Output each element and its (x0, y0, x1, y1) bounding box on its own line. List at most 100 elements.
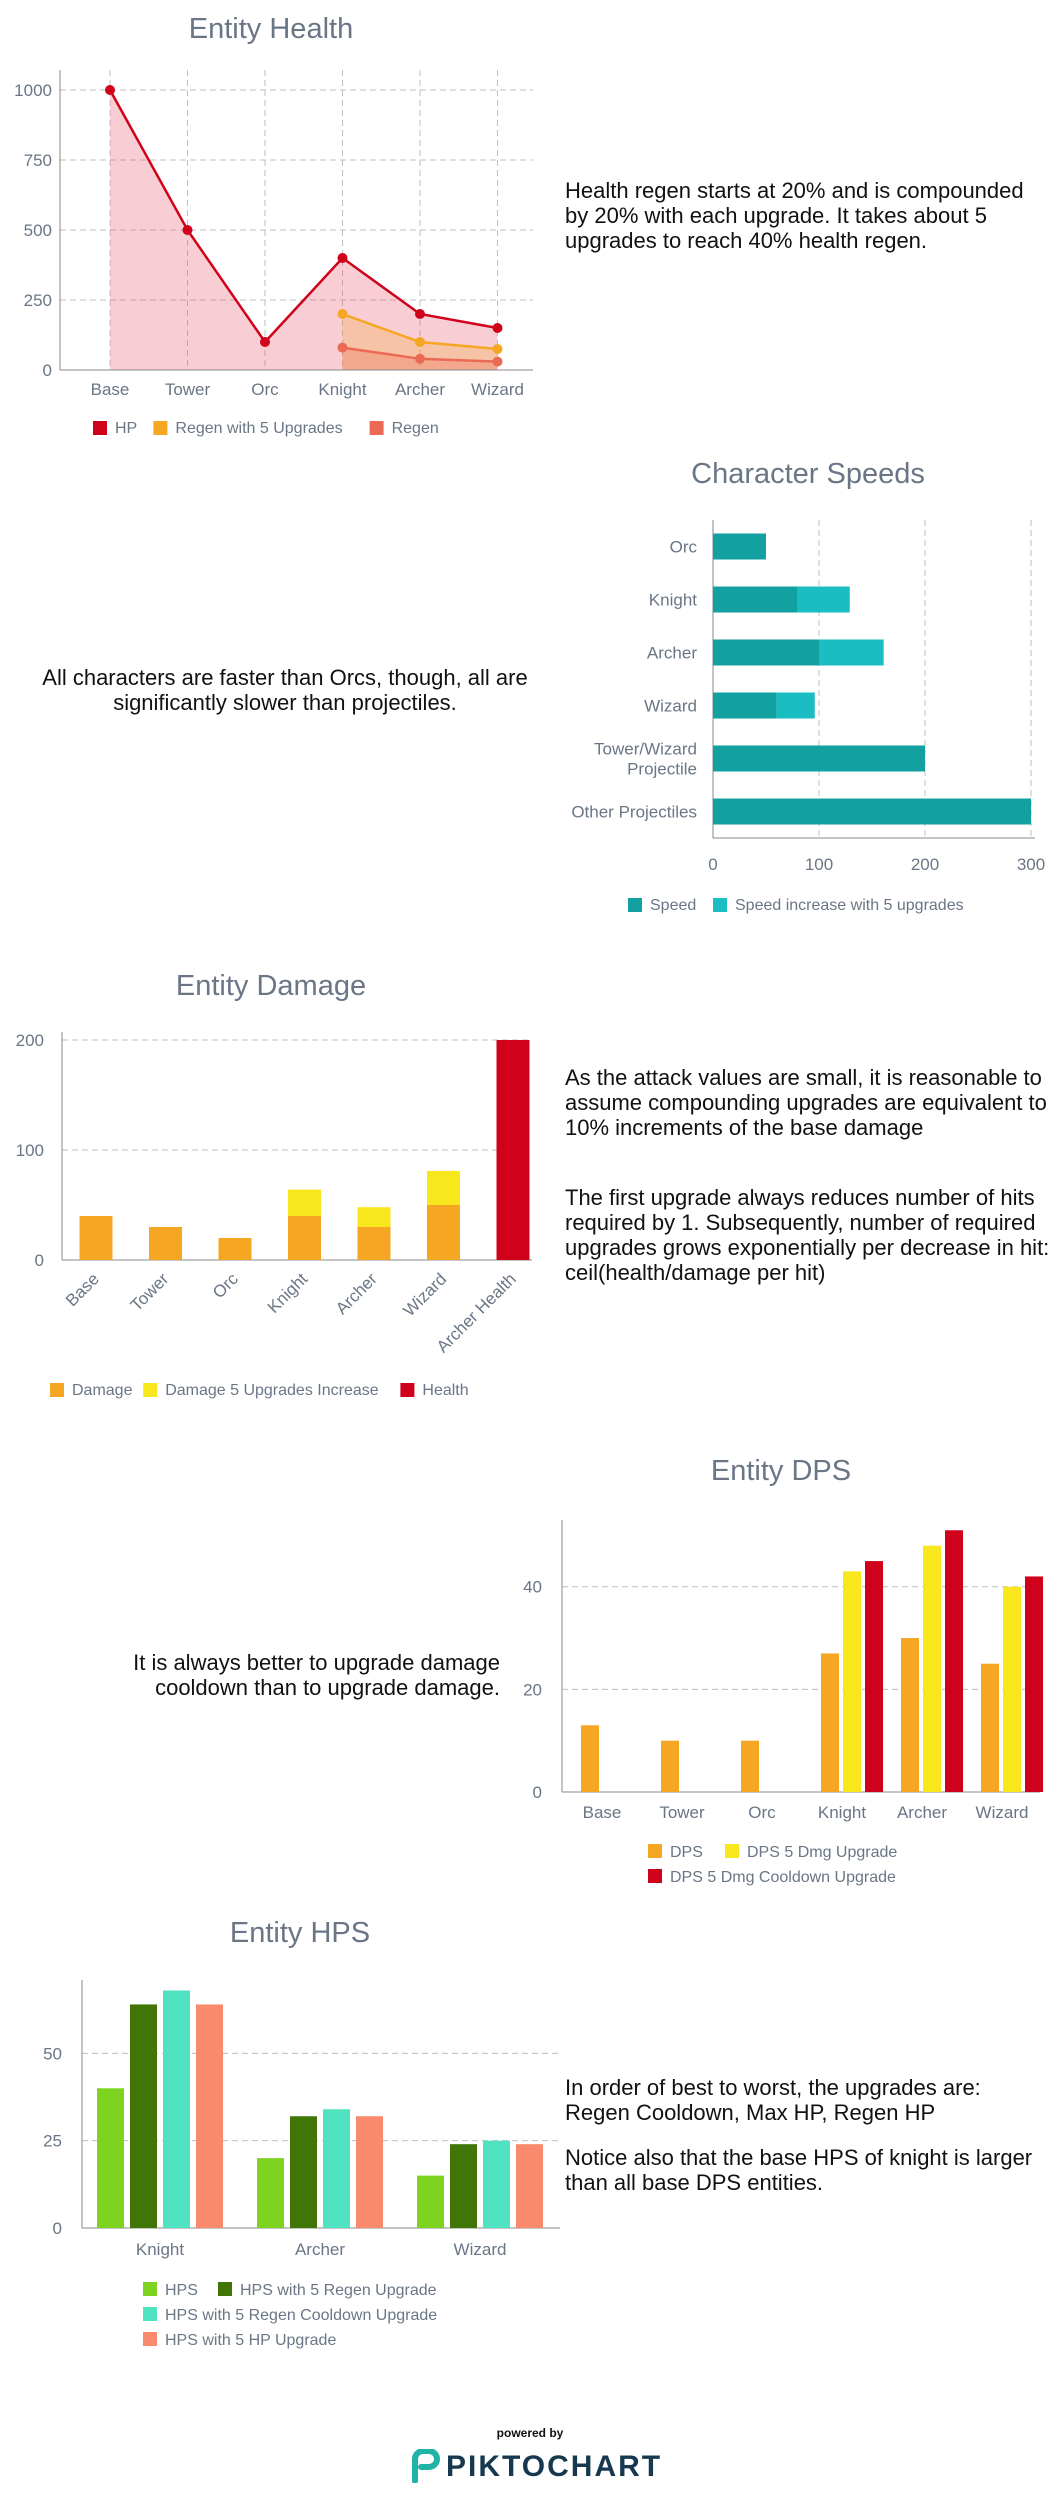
legend-swatch (400, 1383, 415, 1397)
x-tick-label: Knight (264, 1269, 312, 1317)
hps-bar (97, 2088, 124, 2228)
y-tick-label: 40 (523, 1578, 542, 1597)
damage-bar (288, 1189, 321, 1216)
y-tick-label: 0 (35, 1251, 44, 1270)
y-tick-label: 0 (533, 1783, 542, 1802)
data-point (260, 337, 270, 347)
x-tick-label: Orc (251, 380, 279, 399)
piktochart-logo-icon (411, 2448, 441, 2484)
hps-bar (356, 2116, 383, 2228)
x-tick-label: Wizard (471, 380, 524, 399)
speed-bar (797, 586, 850, 613)
x-tick-label: 100 (805, 855, 833, 874)
legend-swatch (143, 2332, 157, 2346)
damage-bar (288, 1216, 321, 1260)
x-tick-label: Tower (165, 380, 211, 399)
chart-title: Entity HPS (230, 1917, 370, 1949)
speed-bar (776, 692, 815, 719)
dps-bar (581, 1725, 599, 1792)
y-tick-label: 20 (523, 1680, 542, 1699)
damage-description-1: As the attack values are small, it is re… (565, 1065, 1047, 1140)
x-tick-label: Knight (818, 1803, 866, 1822)
y-tick-label: 750 (24, 151, 52, 170)
y-tick-label: Knight (649, 591, 697, 610)
legend-label: HPS with 5 Regen Cooldown Upgrade (165, 2307, 437, 2324)
damage-bar (427, 1205, 460, 1260)
data-point (492, 344, 503, 354)
hps-bar (290, 2116, 317, 2228)
y-tick-label: Orc (670, 538, 698, 557)
x-tick-label: Wizard (399, 1269, 450, 1320)
legend-label: HP (115, 420, 137, 437)
damage-bar (79, 1216, 113, 1260)
damage-bar (357, 1207, 391, 1227)
dps-bar (865, 1561, 883, 1792)
hps-bar (257, 2158, 284, 2228)
speed-bar (713, 586, 798, 613)
legend-swatch (143, 1383, 158, 1397)
speed-bar (819, 639, 884, 666)
x-tick-label: 300 (1017, 855, 1045, 874)
series-line (108, 89, 498, 344)
y-tick-label: 1000 (14, 81, 52, 100)
dps-bar (843, 1571, 861, 1792)
dps-bar (923, 1545, 941, 1792)
hps-bar (483, 2140, 510, 2228)
hps-description-1: In order of best to worst, the upgrades … (565, 2075, 981, 2125)
data-point (337, 342, 348, 353)
dps-bar (901, 1638, 919, 1792)
hps-bar (163, 1990, 190, 2228)
y-tick-label: 0 (53, 2219, 62, 2238)
damage-bar (427, 1170, 460, 1205)
damage-bar (357, 1227, 391, 1260)
dps-bar (981, 1663, 999, 1792)
legend-label: Health (422, 1382, 468, 1399)
dps-bar (821, 1653, 839, 1792)
speed-bar (713, 639, 819, 666)
hps-bar (417, 2175, 444, 2228)
hps-bar (196, 2004, 223, 2228)
data-point (337, 309, 348, 319)
legend-swatch (369, 421, 384, 435)
y-tick-label: 25 (43, 2132, 62, 2151)
data-point (182, 225, 193, 235)
legend-label: Regen (392, 420, 439, 437)
y-tick-label: 250 (24, 291, 52, 310)
legend-label: HPS with 5 HP Upgrade (165, 2332, 336, 2349)
data-point (492, 323, 503, 333)
chart-title: Entity DPS (711, 1455, 851, 1487)
x-tick-label: Orc (748, 1803, 776, 1822)
damage-description-2: The first upgrade always reduces number … (565, 1185, 1050, 1285)
speeds-description: All characters are faster than Orcs, tho… (42, 665, 528, 715)
legend-label: HPS with 5 Regen Upgrade (240, 2282, 437, 2299)
x-tick-label: 200 (911, 855, 939, 874)
y-tick-label: 100 (16, 1141, 44, 1160)
hps-bar (450, 2144, 477, 2228)
powered-by-label: powered by (496, 2426, 564, 2440)
dps-description: It is always better to upgrade damage co… (133, 1650, 500, 1700)
data-point (415, 309, 425, 319)
dps-bar (1003, 1586, 1021, 1792)
x-tick-label: Archer (332, 1269, 381, 1318)
legend-label: Speed increase with 5 upgrades (735, 897, 964, 914)
legend-label: DPS 5 Dmg Cooldown Upgrade (670, 1869, 896, 1886)
legend-swatch (648, 1869, 662, 1883)
dps-bar (945, 1530, 963, 1792)
legend-swatch (713, 898, 727, 912)
legend-swatch (725, 1844, 739, 1858)
chart-title: Entity Health (189, 13, 353, 45)
legend-swatch (218, 2282, 232, 2296)
x-tick-label: Tower (127, 1269, 173, 1315)
x-tick-label: Knight (136, 2240, 184, 2259)
dps-bar (661, 1740, 679, 1792)
y-tick-label: 0 (43, 361, 52, 380)
speed-bar (713, 533, 766, 560)
x-tick-label: Base (91, 380, 130, 399)
legend-swatch (648, 1844, 662, 1858)
legend-label: Regen with 5 Upgrades (175, 420, 342, 437)
data-point (415, 353, 425, 364)
dps-bar (741, 1740, 759, 1792)
y-tick-label: Tower/Wizard Projectile (594, 740, 697, 779)
speed-bar (713, 745, 925, 772)
